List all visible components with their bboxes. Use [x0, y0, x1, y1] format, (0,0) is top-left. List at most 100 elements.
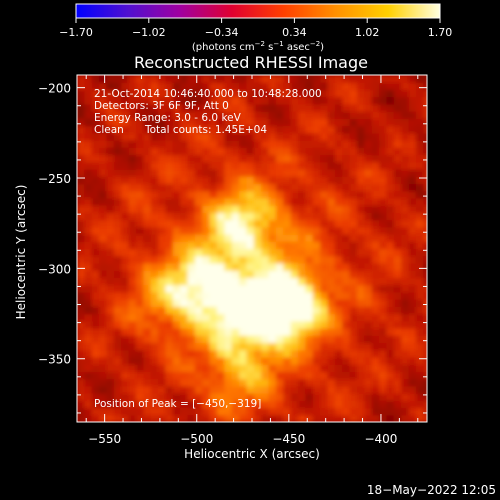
heatmap-cell [268, 226, 277, 235]
heatmap-cell [217, 364, 225, 372]
heatmap-cell [158, 147, 167, 156]
heatmap-cell [209, 407, 218, 416]
heatmap-cell [121, 168, 130, 177]
heatmap-cell [224, 313, 233, 322]
heatmap-cell [128, 212, 137, 221]
heatmap-cell [84, 234, 93, 242]
heatmap-cell [150, 407, 159, 416]
heatmap-cell [371, 320, 380, 329]
heatmap-cell [349, 190, 358, 199]
heatmap-cell [349, 306, 358, 315]
heatmap-cell [121, 306, 130, 315]
heatmap-cell [423, 335, 427, 344]
heatmap-cell [408, 219, 417, 228]
heatmap-cell [357, 378, 365, 387]
heatmap-cell [187, 183, 196, 192]
heatmap-cell [77, 234, 85, 242]
heatmap-cell [334, 385, 343, 394]
heatmap-cell [180, 328, 189, 336]
heatmap-cell [150, 219, 159, 228]
heatmap-cell [172, 320, 181, 329]
heatmap-cell [84, 197, 93, 206]
heatmap-cell [106, 248, 115, 257]
heatmap-cell [180, 407, 189, 416]
heatmap-cell [327, 212, 336, 221]
heatmap-cell [231, 132, 240, 141]
heatmap-cell [364, 393, 373, 401]
heatmap-cell [239, 103, 248, 112]
heatmap-cell [371, 219, 380, 228]
heatmap-cell [239, 154, 248, 163]
heatmap-cell [253, 328, 262, 336]
heatmap-cell [158, 328, 167, 336]
heatmap-cell [275, 183, 284, 192]
heatmap-cell [408, 103, 417, 112]
heatmap-cell [415, 378, 424, 387]
heatmap-cell [305, 75, 314, 83]
heatmap-cell [268, 407, 277, 416]
heatmap-cell [150, 212, 159, 221]
heatmap-cell [283, 75, 292, 83]
heatmap-cell [320, 132, 329, 141]
heatmap-cell [143, 132, 152, 141]
heatmap-cell [143, 183, 152, 192]
heatmap-cell [393, 407, 402, 416]
heatmap-cell [386, 190, 395, 199]
heatmap-cell [371, 335, 380, 344]
colorbar-ticks: −1.70 −1.02 −0.34 0.34 1.02 1.70 [59, 18, 452, 39]
heatmap-cell [312, 118, 321, 127]
heatmap-cell [408, 277, 417, 286]
heatmap-cell [334, 356, 343, 365]
heatmap-cell [180, 82, 189, 91]
heatmap-cell [371, 234, 380, 242]
heatmap-cell [113, 183, 122, 192]
heatmap-cell [379, 306, 388, 315]
heatmap-cell [268, 96, 277, 105]
heatmap-cell [386, 385, 395, 394]
heatmap-cell [231, 241, 240, 250]
heatmap-cell [202, 125, 211, 134]
heatmap-cell [246, 291, 255, 300]
heatmap-cell [77, 89, 85, 98]
heatmap-cell [246, 335, 255, 344]
heatmap-cell [209, 306, 218, 315]
heatmap-cell [99, 306, 108, 315]
heatmap-cell [312, 147, 321, 156]
heatmap-cell [135, 190, 144, 199]
heatmap-cell [217, 140, 225, 148]
heatmap-cell [150, 342, 159, 351]
heatmap-cell [327, 161, 336, 170]
heatmap-cell [283, 132, 292, 141]
heatmap-cell [275, 270, 284, 279]
heatmap-cell [143, 277, 152, 286]
heatmap-cell [202, 277, 211, 286]
heatmap-cell [128, 335, 137, 344]
heatmap-cell [180, 378, 189, 387]
heatmap-cell [217, 284, 225, 293]
heatmap-cell [298, 132, 307, 141]
heatmap-cell [423, 328, 427, 336]
heatmap-cell [261, 176, 270, 185]
heatmap-cell [84, 255, 93, 264]
heatmap-cell [283, 371, 292, 380]
heatmap-cell [423, 371, 427, 380]
heatmap-cell [194, 154, 203, 163]
heatmap-cell [121, 226, 130, 235]
heatmap-cell [401, 414, 410, 422]
heatmap-cell [334, 154, 343, 163]
heatmap-cell [194, 125, 203, 134]
heatmap-cell [224, 197, 233, 206]
heatmap-cell [231, 248, 240, 257]
heatmap-cell [305, 270, 314, 279]
heatmap-cell [165, 234, 174, 242]
heatmap-cell [128, 306, 137, 315]
heatmap-cell [386, 96, 395, 105]
heatmap-cell [99, 291, 108, 300]
heatmap-cell [268, 328, 277, 336]
heatmap-cell [121, 140, 130, 148]
heatmap-cell [194, 414, 203, 422]
heatmap-cell [158, 82, 167, 91]
heatmap-cell [180, 168, 189, 177]
heatmap-cell [408, 82, 417, 91]
heatmap-cell [239, 385, 248, 394]
